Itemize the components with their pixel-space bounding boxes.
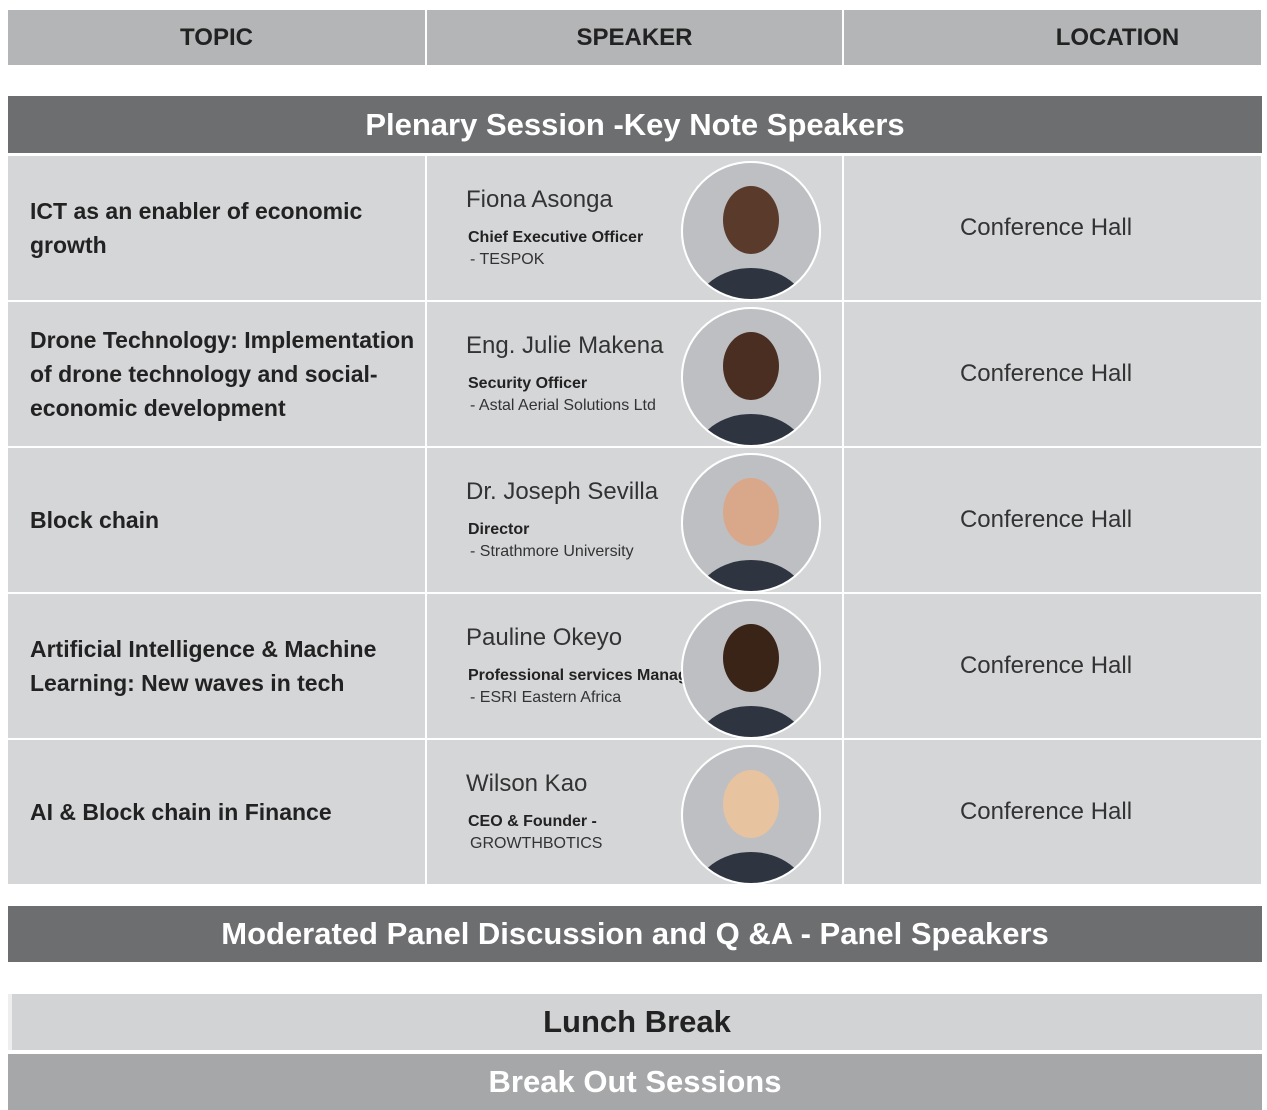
photo-graphic xyxy=(681,453,821,593)
speaker-photo xyxy=(680,160,822,302)
photo-graphic xyxy=(681,161,821,301)
speaker-role: Professional services Manager xyxy=(468,667,703,684)
speaker-role: Director xyxy=(468,521,530,538)
row-cell xyxy=(844,740,1261,884)
photo-graphic xyxy=(681,599,821,739)
row-cell xyxy=(8,594,425,738)
topic: AI & Block chain in Finance xyxy=(30,799,332,825)
location: Conference Hall xyxy=(959,506,1133,533)
topic: Block chain xyxy=(30,507,160,533)
row-cell xyxy=(844,156,1261,300)
location: Conference Hall xyxy=(959,214,1133,241)
row-cell xyxy=(8,740,425,884)
photo-graphic xyxy=(681,307,821,447)
speaker-photo xyxy=(680,598,822,740)
topic: Drone Technology: Implementation of dron… xyxy=(30,327,415,421)
column-header: SPEAKER xyxy=(427,10,842,65)
row-cell xyxy=(844,594,1261,738)
speaker-photo xyxy=(680,744,822,886)
topic: Artificial Intelligence & Machine Learni… xyxy=(30,636,377,696)
speaker-name: Pauline Okeyo xyxy=(466,624,623,651)
row-cell xyxy=(844,302,1261,446)
section-banner: Break Out Sessions xyxy=(8,1054,1262,1110)
speaker-org: GROWTHBOTICS xyxy=(470,835,603,852)
location: Conference Hall xyxy=(959,652,1133,679)
topic: ICT as an enabler of economic growth xyxy=(30,198,363,258)
speaker-name: Wilson Kao xyxy=(466,770,588,797)
speaker-name: Fiona Asonga xyxy=(466,186,613,213)
speaker-photo xyxy=(680,452,822,594)
location: Conference Hall xyxy=(959,360,1133,387)
speaker-org: - Astal Aerial Solutions Ltd xyxy=(470,397,656,414)
speaker-org: - ESRI Eastern Africa xyxy=(470,689,622,706)
speaker-role: Chief Executive Officer xyxy=(468,229,644,246)
speaker-name: Dr. Joseph Sevilla xyxy=(466,478,659,505)
speaker-role: Security Officer xyxy=(468,375,588,392)
section-banner: Lunch Break xyxy=(8,994,1262,1050)
speaker-org: - TESPOK xyxy=(470,251,545,268)
row-cell xyxy=(8,448,425,592)
photo-graphic xyxy=(681,745,821,885)
speaker-photo xyxy=(680,306,822,448)
location: Conference Hall xyxy=(959,798,1133,825)
row-cell xyxy=(8,156,425,300)
row-cell xyxy=(844,448,1261,592)
section-banner: Moderated Panel Discussion and Q &A - Pa… xyxy=(8,906,1262,962)
row-cell xyxy=(8,302,425,446)
column-header: TOPIC xyxy=(8,10,425,65)
speaker-name: Eng. Julie Makena xyxy=(466,332,664,359)
column-header: LOCATION xyxy=(844,10,1261,65)
speaker-role: CEO & Founder - xyxy=(468,813,597,830)
section-banner: Plenary Session -Key Note Speakers xyxy=(8,96,1262,153)
speaker-org: - Strathmore University xyxy=(470,543,634,560)
